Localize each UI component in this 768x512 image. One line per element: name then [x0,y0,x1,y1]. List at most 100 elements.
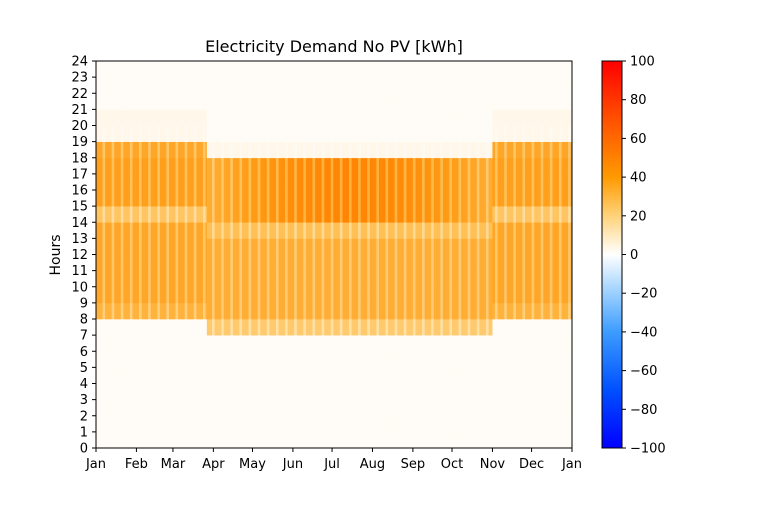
heatmap-cell [176,238,179,255]
heatmap-cell [212,77,214,94]
heatmap-cell [158,77,161,94]
heatmap-cell [255,415,257,433]
heatmap-cell [110,399,112,417]
heatmap-cell [223,302,226,320]
heatmap-cell [215,61,218,78]
heatmap-cell [221,93,223,110]
heatmap-cell [235,141,238,159]
heatmap-cell [170,335,172,352]
heatmap-cell [99,222,102,239]
heatmap-cell [238,335,240,352]
heatmap-cell [171,286,174,304]
heatmap-cell [101,286,103,304]
heatmap-cell [213,93,216,110]
heatmap-cell [171,319,174,336]
heatmap-cell [251,206,253,223]
heatmap-cell [152,157,154,175]
heatmap-cell [191,254,193,271]
heatmap-cell [145,173,148,191]
heatmap-cell [122,93,124,110]
heatmap-cell [122,383,124,400]
heatmap-cell [187,270,189,288]
heatmap-cell [111,173,114,191]
heatmap-cell [192,286,195,304]
heatmap-cell [146,61,149,78]
heatmap-cell [201,238,204,255]
heatmap-cell [240,222,243,239]
heatmap-cell [248,61,251,78]
heatmap-cell [141,141,144,159]
heatmap-cell [231,383,234,400]
heatmap-cell [227,254,230,271]
heatmap-cell [240,238,243,255]
heatmap-cell [155,286,158,304]
heatmap-cell [199,383,201,400]
heatmap-cell [142,286,145,304]
heatmap-cell [227,173,230,191]
heatmap-cell [139,383,141,400]
heatmap-cell [232,431,235,449]
heatmap-cell [249,383,252,400]
heatmap-cell [106,319,109,336]
heatmap-cell [116,61,119,78]
heatmap-cell [124,206,127,223]
heatmap-cell [162,77,165,94]
heatmap-cell [122,109,124,126]
heatmap-cell [242,77,244,94]
heatmap-cell [208,319,210,336]
heatmap-cell [167,173,170,191]
heatmap-cell [235,125,238,142]
heatmap-cell [238,125,240,142]
heatmap-cell [150,270,153,288]
heatmap-cell [217,254,219,271]
heatmap-cell [162,61,165,78]
heatmap-cell [136,93,139,110]
heatmap-cell [217,190,219,207]
heatmap-cell [214,173,217,191]
heatmap-cell [217,206,219,223]
heatmap-cell [129,431,132,449]
heatmap-cell [178,367,180,384]
heatmap-cell [102,415,105,433]
heatmap-cell [172,222,175,239]
heatmap-cell [209,125,212,142]
heatmap-cell [185,431,188,449]
heatmap-cell [243,415,246,433]
heatmap-cell [249,238,252,255]
heatmap-cell [107,351,110,368]
heatmap-cell [236,431,239,449]
heatmap-cell [144,383,146,400]
heatmap-cell [191,157,193,175]
heatmap-cell [248,399,251,417]
heatmap-cell [172,415,175,433]
heatmap-cell [193,77,196,94]
heatmap-cell [182,222,184,239]
heatmap-cell [255,319,257,336]
heatmap-cell [129,399,132,417]
heatmap-cell [201,286,204,304]
heatmap-cell [222,367,225,384]
heatmap-cell [135,319,137,336]
heatmap-cell [127,319,129,336]
heatmap-cell [99,254,102,271]
heatmap-cell [141,383,144,400]
heatmap-cell [96,319,98,336]
heatmap-cell [200,415,202,433]
heatmap-cell [219,383,222,400]
heatmap-cell [122,254,124,271]
heatmap-cell [120,61,123,78]
heatmap-cell [148,335,150,352]
heatmap-cell [116,302,119,320]
heatmap-cell [244,351,247,368]
heatmap-cell [206,109,209,126]
heatmap-cell [174,173,176,191]
heatmap-cell [161,125,163,142]
heatmap-cell [111,93,114,110]
heatmap-cell [202,206,205,223]
heatmap-cell [115,141,118,159]
heatmap-cell [170,77,172,94]
heatmap-cell [217,383,219,400]
heatmap-cell [247,335,249,352]
heatmap-cell [195,125,197,142]
heatmap-cell [215,415,218,433]
